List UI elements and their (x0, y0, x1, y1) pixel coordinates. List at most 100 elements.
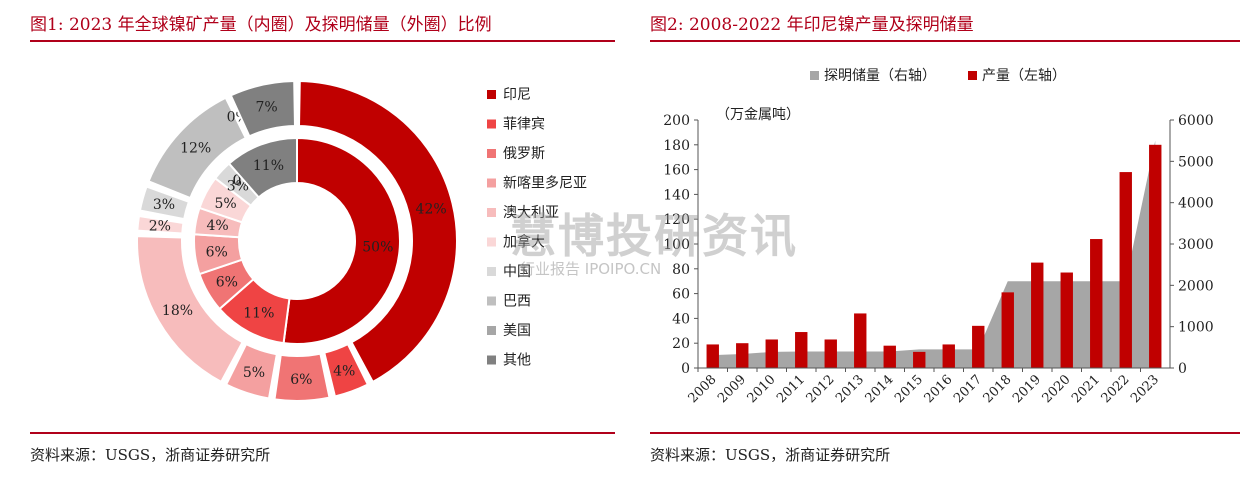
outer-slice-1 (323, 342, 370, 398)
legend-label-2: 俄罗斯 (503, 146, 545, 162)
legend-swatch-2 (487, 149, 496, 158)
y-right-tick-6: 6000 (1178, 113, 1214, 129)
y-left-tick-5: 100 (663, 237, 690, 253)
legend-swatch-0 (487, 90, 496, 99)
reserve-area (712, 140, 1156, 368)
y-left-tick-4: 80 (672, 262, 690, 278)
production-bar-7 (913, 351, 926, 368)
production-bar-1 (736, 343, 749, 368)
x-tick-1: 2009 (715, 372, 749, 406)
production-bar-2 (765, 339, 778, 368)
right-source: 资料来源：USGS，浙商证券研究所 (650, 446, 891, 464)
legend-swatch-7 (487, 296, 496, 306)
production-bar-14 (1119, 172, 1132, 368)
right-title-rule (650, 40, 1240, 42)
y-left-tick-10: 200 (663, 113, 690, 129)
y-left-tick-1: 20 (672, 336, 690, 352)
y-left-tick-2: 40 (672, 311, 690, 327)
outer-slice-label-0: 42% (416, 201, 447, 217)
donut-chart: 50%11%6%6%4%5%3%0%0%11%42%4%6%5%18%2%3%1… (136, 80, 587, 402)
inner-slice-label-1: 11% (243, 305, 274, 321)
legend-swatch-1 (487, 119, 496, 129)
legend-label-0: 印尼 (503, 87, 531, 103)
legend-label-production: 产量（左轴） (982, 68, 1066, 84)
right-panel: 图2: 2008-2022 年印尼镍产量及探明储量 0 20 40 60 80 100 12… (630, 0, 1244, 487)
production-bar-3 (795, 332, 808, 368)
x-tick-8: 2016 (922, 372, 956, 406)
y-right-tick-1: 1000 (1178, 320, 1214, 336)
x-tick-5: 2013 (833, 372, 867, 406)
y-right-tick-3: 3000 (1178, 237, 1214, 253)
left-chart-title: 图1: 2023 年全球镍矿产量（内圈）及探明储量（外圈）比例 (30, 15, 492, 35)
inner-slice-label-2: 6% (216, 275, 238, 291)
legend-label-1: 菲律宾 (503, 117, 545, 133)
inner-slice-label-4: 4% (206, 218, 228, 234)
inner-slice-label-9: 11% (253, 158, 284, 174)
y-left-tick-3: 60 (672, 287, 690, 303)
left-title-rule (30, 40, 615, 42)
legend-label-4: 澳大利亚 (503, 205, 559, 221)
outer-slice-label-7: 12% (180, 140, 211, 156)
outer-slice-7 (147, 96, 248, 200)
outer-slice-label-9: 7% (255, 99, 277, 115)
y-right-tick-4: 4000 (1178, 196, 1214, 212)
outer-slice-2 (273, 352, 331, 402)
nickel-bar-chart: 0204060801001201401601802000100020003000… (663, 68, 1214, 406)
legend-label-7: 巴西 (503, 294, 531, 310)
production-bar-5 (854, 313, 867, 368)
legend-label-3: 新喀里多尼亚 (503, 175, 587, 192)
production-bar-4 (824, 339, 837, 368)
production-bar-15 (1149, 144, 1162, 368)
legend-swatch-5 (487, 237, 496, 247)
x-tick-2: 2010 (745, 372, 779, 406)
inner-slice-label-6: 3% (227, 179, 249, 195)
outer-slice-4 (136, 235, 244, 384)
inner-slice-0 (282, 136, 401, 345)
legend-swatch-reserve (810, 71, 819, 80)
x-tick-3: 2011 (774, 372, 808, 406)
production-bar-9 (972, 325, 985, 368)
outer-slice-label-1: 4% (333, 364, 355, 380)
legend-swatch-production (968, 71, 977, 80)
y-right-tick-2: 2000 (1178, 278, 1214, 294)
right-source-rule (650, 432, 1240, 434)
outer-slice-label-5: 2% (149, 219, 171, 235)
legend-label-9: 其他 (503, 353, 531, 369)
production-bar-0 (706, 344, 719, 368)
legend-label-reserve: 探明储量（右轴） (824, 68, 936, 84)
y-right-tick-5: 5000 (1178, 154, 1214, 170)
outer-slice-3 (224, 342, 279, 400)
legend-swatch-3 (487, 178, 496, 188)
x-tick-7: 2015 (892, 372, 926, 406)
y-right-tick-0: 0 (1178, 361, 1187, 377)
y-left-tick-7: 140 (663, 187, 690, 203)
inner-slice-label-0: 50% (362, 239, 393, 255)
x-tick-13: 2021 (1069, 372, 1103, 406)
legend-label-8: 美国 (503, 323, 531, 339)
outer-slice-6 (138, 185, 191, 221)
legend-swatch-4 (487, 208, 496, 217)
inner-slice-label-3: 6% (206, 245, 228, 261)
legend-label-6: 中国 (503, 264, 531, 280)
legend-swatch-8 (487, 326, 496, 335)
x-tick-12: 2020 (1040, 372, 1074, 406)
x-tick-4: 2012 (804, 372, 838, 406)
production-bar-13 (1090, 239, 1103, 368)
production-bar-12 (1060, 272, 1073, 368)
outer-slice-label-2: 6% (290, 372, 312, 388)
left-panel: 图1: 2023 年全球镍矿产量（内圈）及探明储量（外圈）比例 50% 11% 6%… (0, 0, 620, 487)
outer-slice-label-3: 5% (243, 365, 265, 381)
y-left-tick-8: 160 (663, 163, 690, 179)
production-bar-10 (1001, 292, 1014, 368)
left-source: 资料来源：USGS，浙商证券研究所 (30, 446, 271, 464)
x-tick-14: 2022 (1099, 372, 1133, 406)
outer-slice-9 (229, 80, 297, 138)
legend-label-5: 加拿大 (503, 234, 545, 251)
y-left-tick-6: 120 (663, 212, 690, 228)
outer-slice-label-4: 18% (162, 303, 193, 319)
production-bar-11 (1031, 262, 1044, 368)
y-left-tick-0: 0 (681, 361, 690, 377)
legend-swatch-9 (487, 355, 496, 365)
inner-slice-9 (227, 136, 298, 199)
y-left-unit-label: （万金属吨） (716, 107, 800, 123)
